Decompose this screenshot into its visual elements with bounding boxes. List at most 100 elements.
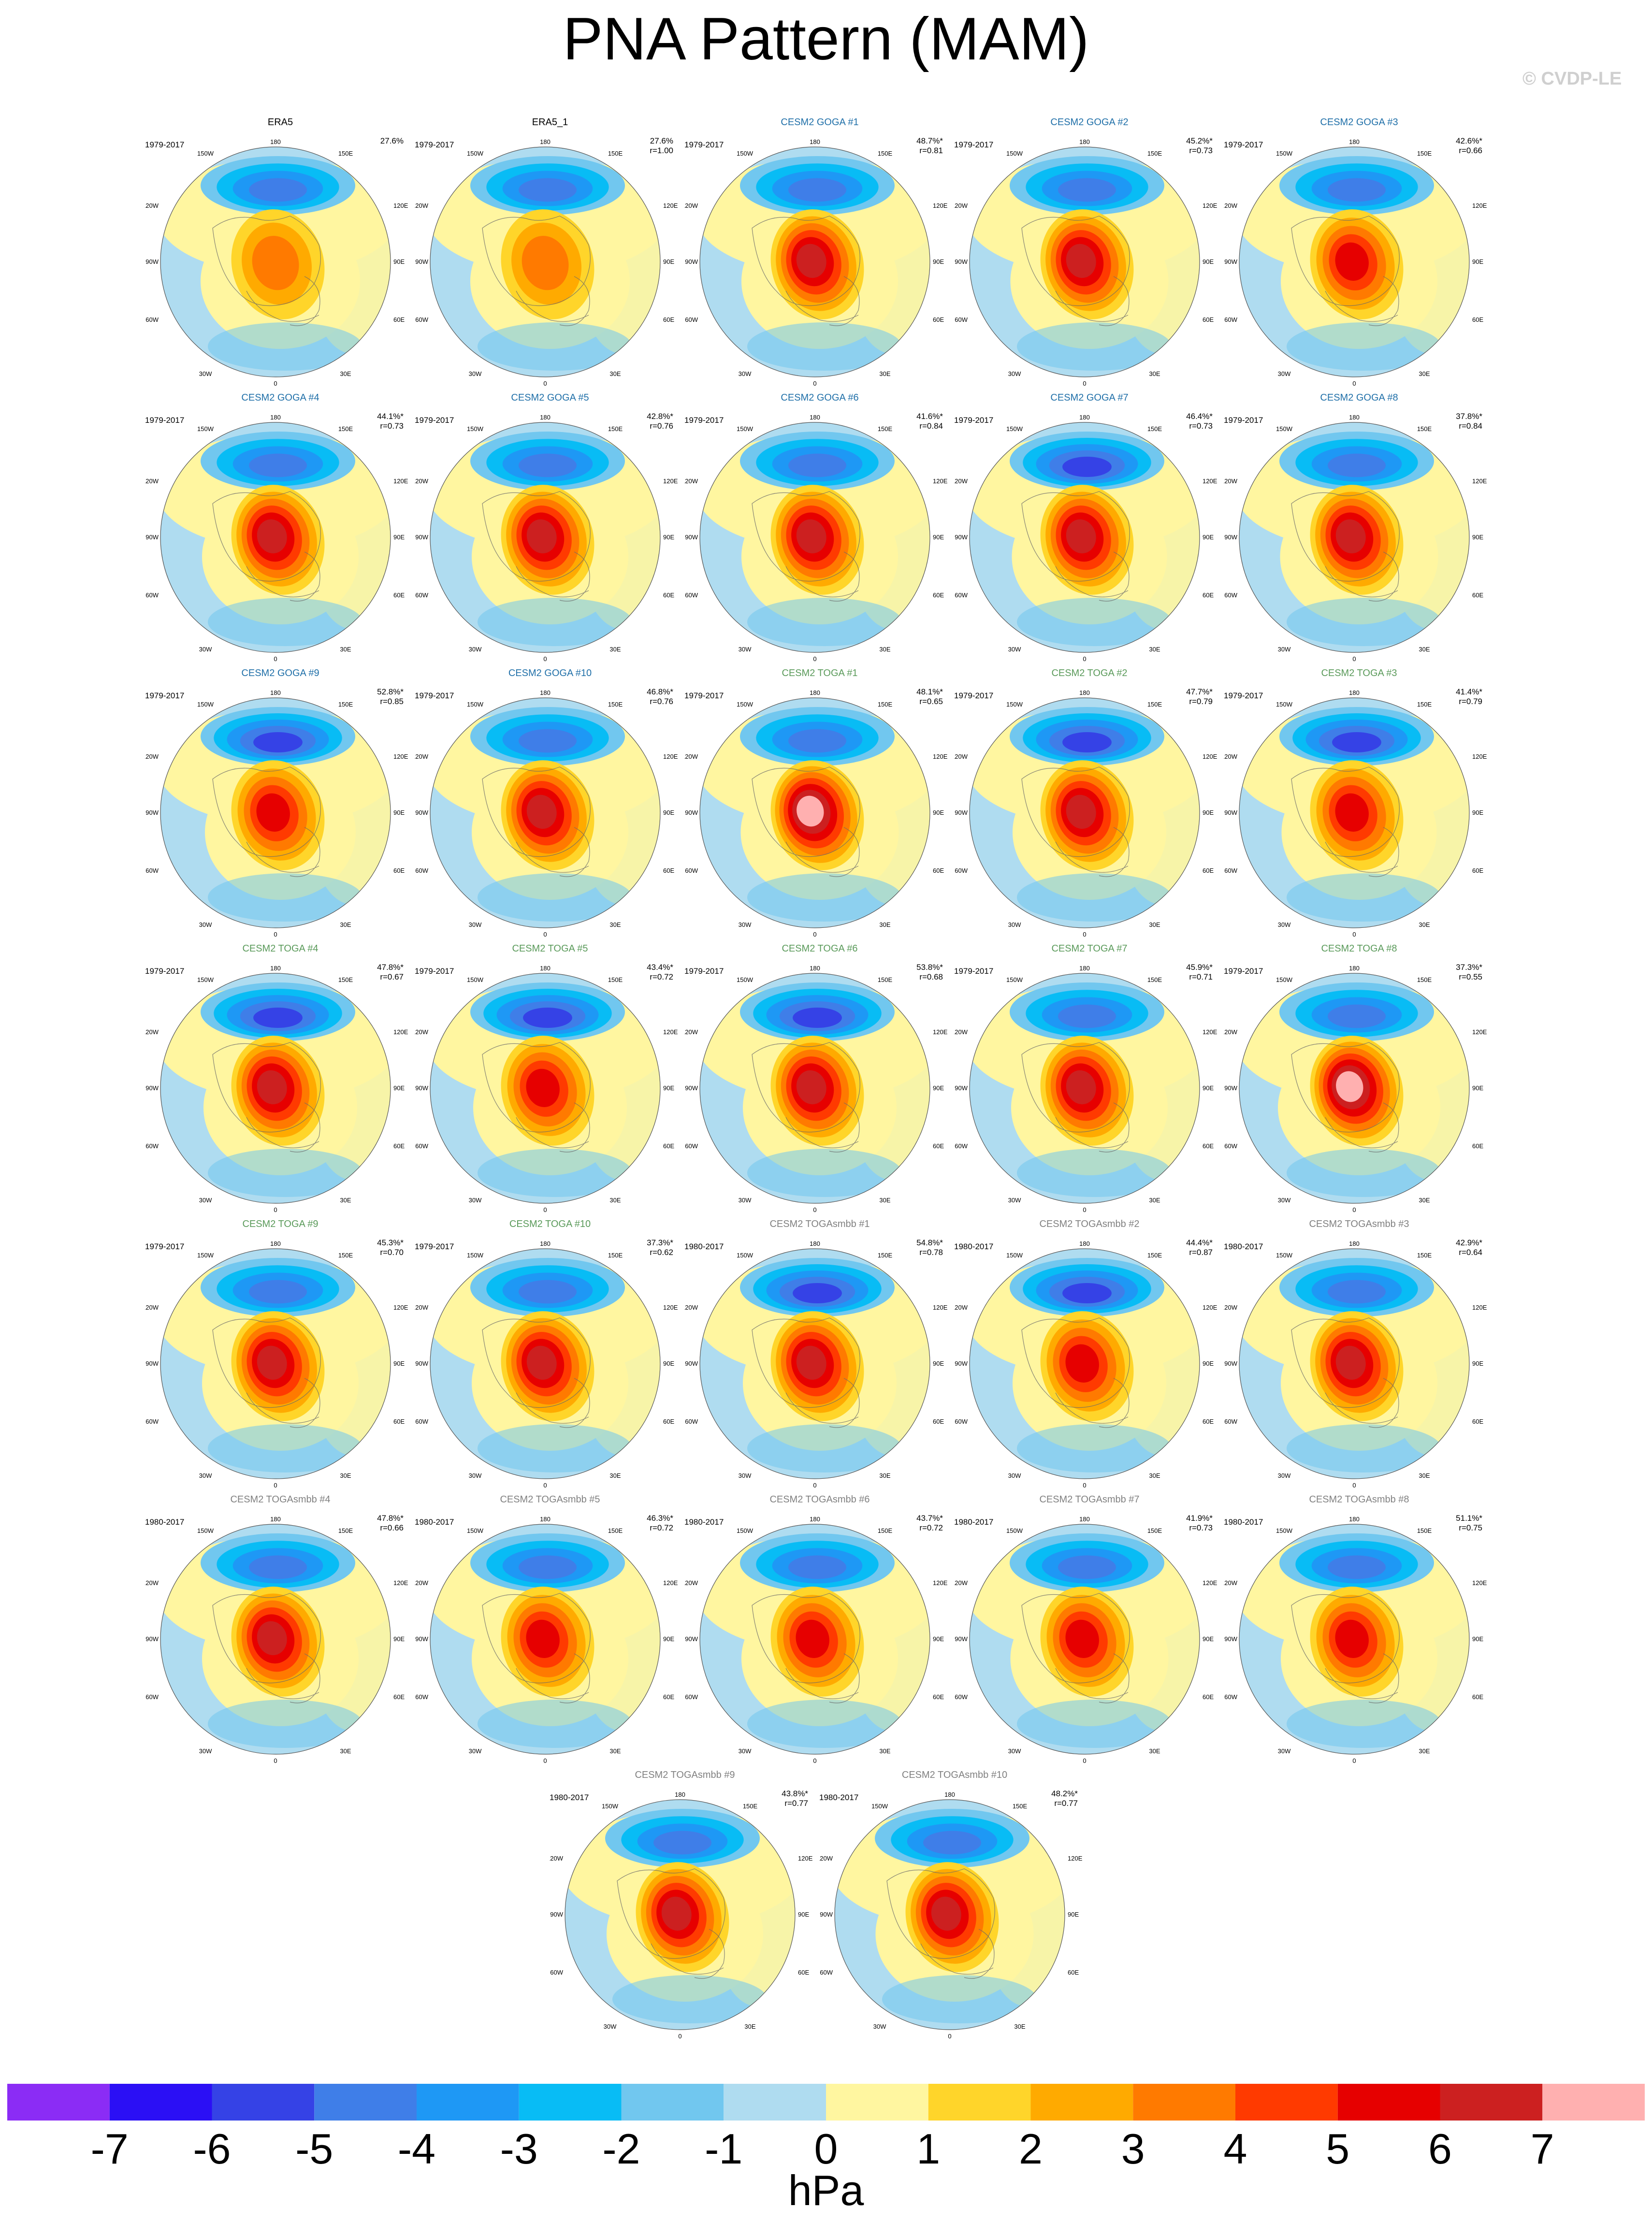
longitude-label: 150W bbox=[1276, 701, 1293, 708]
longitude-label: 0 bbox=[274, 655, 277, 663]
longitude-label: 150E bbox=[878, 701, 893, 708]
panel-pattern-correlation: r=0.73 bbox=[380, 421, 404, 431]
longitude-label: 120W bbox=[684, 477, 698, 485]
longitude-label: 150W bbox=[467, 701, 484, 708]
longitude-label: 90E bbox=[393, 809, 405, 816]
longitude-label: 30W bbox=[739, 1197, 752, 1204]
longitude-label: 0 bbox=[274, 1482, 277, 1489]
longitude-label: 180 bbox=[1349, 1240, 1360, 1247]
longitude-label: 30E bbox=[1419, 1472, 1430, 1479]
longitude-label: 0 bbox=[274, 380, 277, 387]
polar-map: 180 150W 150E 120W 120E 90W 90E 60W 60E 30W 30E 0 bbox=[954, 965, 1217, 1213]
panel-years: 1979-2017 bbox=[1224, 691, 1263, 700]
longitude-label: 30W bbox=[1008, 1472, 1021, 1479]
longitude-label: 60E bbox=[393, 1693, 405, 1701]
longitude-label: 30E bbox=[1419, 1747, 1430, 1755]
panel-title: CESM2 GOGA #2 bbox=[1050, 117, 1129, 128]
longitude-label: 60E bbox=[933, 592, 944, 599]
colorbar-tick: 7 bbox=[1530, 2125, 1554, 2173]
longitude-label: 150W bbox=[737, 425, 754, 433]
colorbar-swatch bbox=[1030, 2084, 1133, 2121]
panel-title: CESM2 TOGAsmbb #6 bbox=[769, 1494, 870, 1505]
longitude-label: 30W bbox=[1008, 370, 1021, 377]
longitude-label: 60W bbox=[415, 316, 428, 323]
colorbar-tick: 3 bbox=[1121, 2125, 1145, 2173]
longitude-label: 0 bbox=[813, 655, 816, 663]
panel-pattern-correlation: r=0.79 bbox=[1459, 697, 1482, 706]
longitude-label: 180 bbox=[810, 1515, 820, 1523]
longitude-label: 30E bbox=[609, 1747, 621, 1755]
longitude-label: 120E bbox=[393, 1579, 408, 1587]
longitude-label: 30W bbox=[199, 646, 212, 653]
longitude-label: 150E bbox=[1417, 976, 1432, 983]
longitude-label: 60W bbox=[820, 1969, 833, 1976]
panel-title: ERA5 bbox=[267, 117, 293, 128]
longitude-label: 60E bbox=[1472, 867, 1483, 874]
longitude-label: 150W bbox=[1276, 150, 1293, 157]
longitude-label: 30W bbox=[873, 2023, 886, 2030]
longitude-label: 180 bbox=[1079, 689, 1090, 696]
longitude-label: 30W bbox=[1008, 1747, 1021, 1755]
map-panel: CESM2 GOGA #1 1979-2017 48.7%* r=0.81 180 150… bbox=[684, 117, 955, 388]
longitude-label: 30E bbox=[609, 370, 621, 377]
longitude-label: 120W bbox=[954, 202, 968, 209]
longitude-label: 180 bbox=[1349, 138, 1360, 145]
longitude-label: 60E bbox=[393, 1142, 405, 1150]
longitude-label: 90E bbox=[1203, 1635, 1214, 1643]
longitude-label: 180 bbox=[270, 689, 281, 696]
map-panel: CESM2 TOGAsmbb #4 1980-2017 47.8%* r=0.66 18… bbox=[145, 1494, 416, 1765]
longitude-label: 180 bbox=[270, 965, 281, 972]
map-panel: CESM2 TOGA #7 1979-2017 45.9%* r=0.71 180 150… bbox=[954, 943, 1225, 1214]
longitude-label: 30E bbox=[1149, 370, 1160, 377]
longitude-label: 0 bbox=[948, 2033, 951, 2040]
longitude-label: 150E bbox=[338, 425, 353, 433]
longitude-label: 90E bbox=[1203, 258, 1214, 265]
longitude-label: 150E bbox=[608, 150, 623, 157]
panel-title: CESM2 GOGA #5 bbox=[511, 392, 589, 403]
longitude-label: 150E bbox=[878, 976, 893, 983]
panel-title: CESM2 TOGAsmbb #2 bbox=[1039, 1219, 1140, 1229]
panel-pattern-correlation: r=0.84 bbox=[919, 421, 943, 431]
longitude-label: 120W bbox=[415, 202, 429, 209]
longitude-label: 30W bbox=[1278, 921, 1291, 928]
longitude-label: 120W bbox=[1224, 753, 1238, 760]
longitude-label: 120E bbox=[933, 1304, 948, 1311]
longitude-label: 150W bbox=[1006, 425, 1023, 433]
longitude-label: 60E bbox=[1203, 1142, 1214, 1150]
polar-map: 180 150W 150E 120W 120E 90W 90E 60W 60E 30W 30E 0 bbox=[684, 965, 948, 1213]
colorbar-tick: -1 bbox=[705, 2125, 743, 2173]
longitude-label: 30E bbox=[340, 1747, 351, 1755]
panel-title: CESM2 TOGAsmbb #8 bbox=[1309, 1494, 1409, 1505]
longitude-label: 120E bbox=[1472, 1028, 1487, 1036]
colorbar-tick-labels: -7 -6 -5 -4 -3 -2 -1 0 1 2 3 4 5 6 7 bbox=[0, 2124, 1652, 2178]
longitude-label: 30E bbox=[1149, 646, 1160, 653]
longitude-label: 180 bbox=[944, 1791, 955, 1798]
longitude-label: 150E bbox=[608, 976, 623, 983]
polar-map: 180 150W 150E 120W 120E 90W 90E 60W 60E 30W 30E 0 bbox=[684, 1515, 948, 1764]
longitude-label: 30E bbox=[1419, 646, 1430, 653]
map-panel: CESM2 GOGA #10 1979-2017 46.8%* r=0.76 180 15… bbox=[415, 668, 685, 938]
panel-years: 1980-2017 bbox=[550, 1793, 589, 1802]
longitude-label: 30E bbox=[609, 1472, 621, 1479]
longitude-label: 0 bbox=[1083, 1206, 1086, 1213]
longitude-label: 120W bbox=[954, 477, 968, 485]
longitude-label: 60E bbox=[393, 1418, 405, 1425]
longitude-label: 90W bbox=[1224, 1084, 1237, 1092]
longitude-label: 90W bbox=[955, 809, 968, 816]
panel-years: 1979-2017 bbox=[954, 140, 994, 149]
longitude-label: 120W bbox=[550, 1855, 564, 1862]
longitude-label: 30E bbox=[1149, 1747, 1160, 1755]
longitude-label: 180 bbox=[1079, 414, 1090, 421]
longitude-label: 150E bbox=[1147, 425, 1162, 433]
polar-map: 180 150W 150E 120W 120E 90W 90E 60W 60E 30W 30E 0 bbox=[415, 1240, 678, 1489]
panel-percent-variance: 41.6%* bbox=[916, 412, 943, 421]
longitude-label: 120E bbox=[663, 1304, 678, 1311]
longitude-label: 90W bbox=[685, 809, 698, 816]
longitude-label: 150W bbox=[871, 1803, 888, 1810]
longitude-label: 120E bbox=[933, 753, 948, 760]
panel-title: CESM2 TOGAsmbb #1 bbox=[769, 1219, 870, 1229]
longitude-label: 30W bbox=[199, 1197, 212, 1204]
longitude-label: 150E bbox=[338, 976, 353, 983]
panel-years: 1979-2017 bbox=[415, 416, 454, 425]
longitude-label: 90E bbox=[393, 1084, 405, 1092]
